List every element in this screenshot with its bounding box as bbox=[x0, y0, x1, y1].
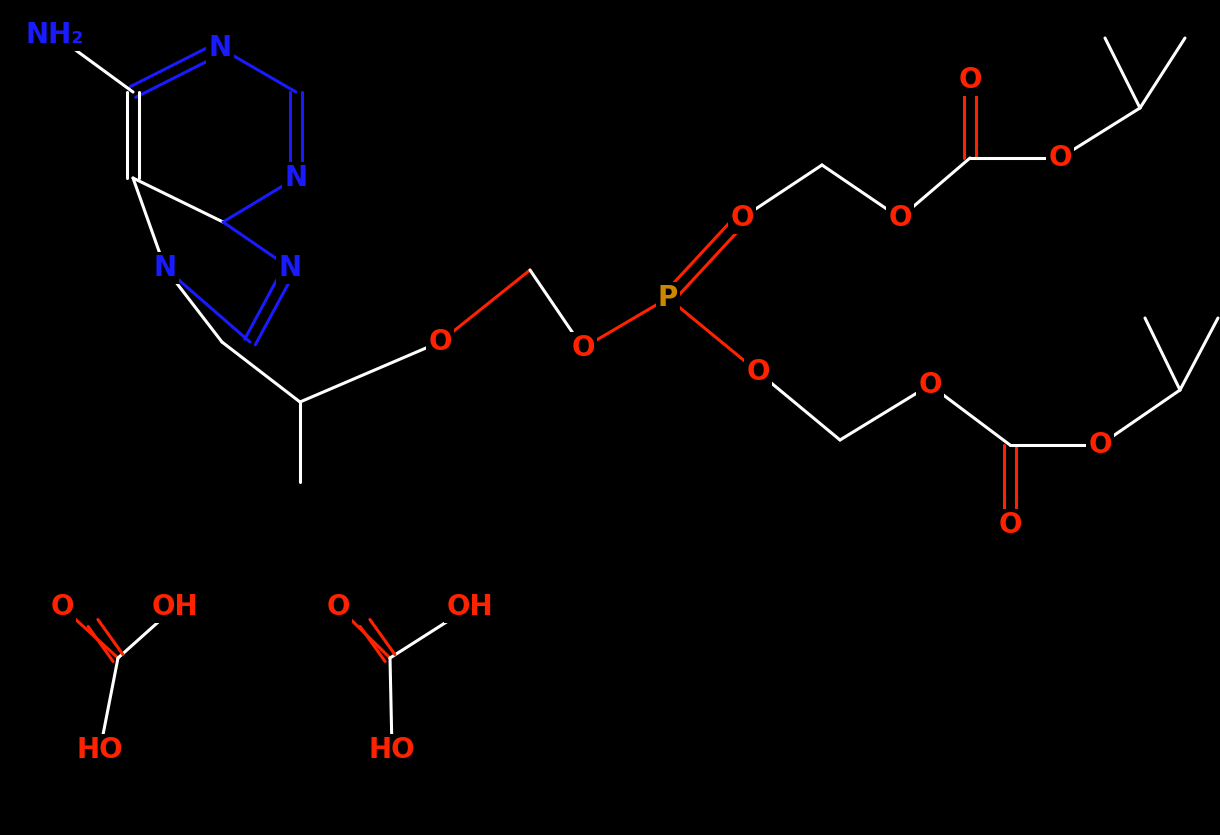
Text: O: O bbox=[731, 204, 754, 232]
Text: O: O bbox=[1088, 431, 1111, 459]
Text: O: O bbox=[747, 358, 770, 386]
Text: O: O bbox=[1048, 144, 1071, 172]
Text: N: N bbox=[154, 254, 177, 282]
Text: OH: OH bbox=[447, 593, 493, 621]
Text: O: O bbox=[998, 511, 1022, 539]
Text: O: O bbox=[888, 204, 911, 232]
Text: N: N bbox=[284, 164, 307, 192]
Text: N: N bbox=[278, 254, 301, 282]
Text: HO: HO bbox=[368, 736, 415, 764]
Text: O: O bbox=[958, 66, 982, 94]
Text: HO: HO bbox=[77, 736, 123, 764]
Text: O: O bbox=[919, 371, 942, 399]
Text: O: O bbox=[571, 334, 595, 362]
Text: O: O bbox=[428, 328, 451, 356]
Text: P: P bbox=[658, 284, 678, 312]
Text: OH: OH bbox=[151, 593, 199, 621]
Text: NH₂: NH₂ bbox=[26, 21, 84, 49]
Text: N: N bbox=[209, 34, 232, 62]
Text: O: O bbox=[50, 593, 73, 621]
Text: O: O bbox=[326, 593, 350, 621]
